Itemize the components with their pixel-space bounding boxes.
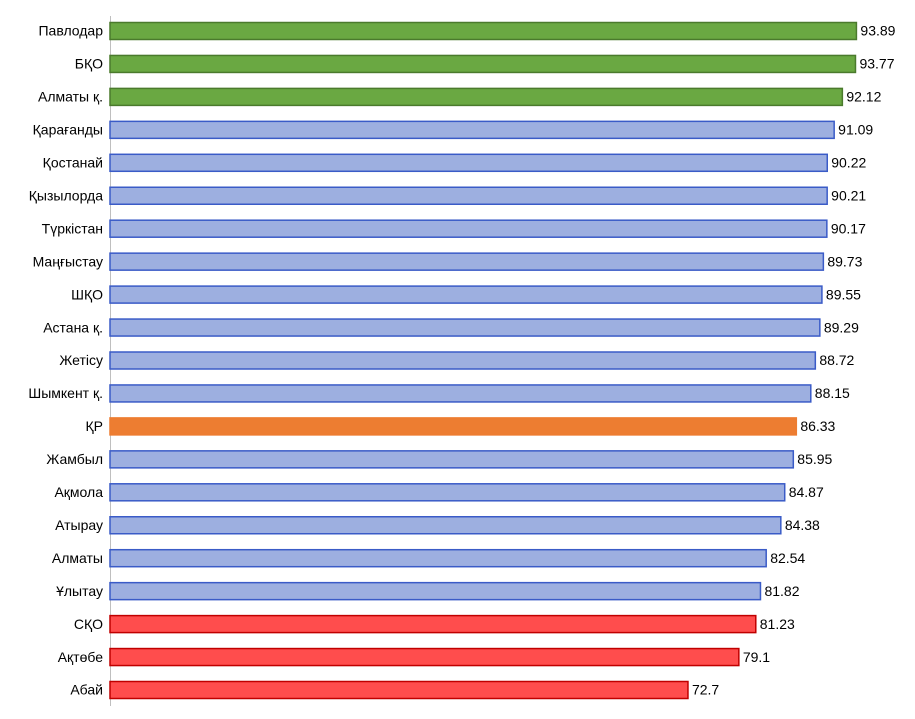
value-label: 93.77 [859, 56, 894, 72]
value-label: 88.15 [815, 385, 850, 401]
bar [109, 252, 825, 271]
value-label: 89.73 [827, 253, 862, 269]
bar [109, 21, 858, 41]
y-tick-label: ШҚО [71, 286, 103, 302]
value-label: 72.7 [692, 682, 719, 698]
bar [109, 54, 857, 74]
y-tick-label: Алматы [52, 550, 103, 566]
bar [109, 87, 844, 107]
y-tick-label: Алматы қ. [38, 89, 103, 105]
y-tick-label: Жамбыл [46, 451, 103, 467]
bar [109, 417, 798, 436]
y-tick-label: Қарағанды [33, 122, 103, 138]
bar [109, 120, 835, 140]
value-label: 88.72 [819, 352, 854, 368]
y-tick-label: Ақтөбе [58, 649, 104, 665]
bar [109, 186, 828, 205]
y-tick-label: Шымкент қ. [28, 385, 103, 401]
y-tick-label: Павлодар [38, 23, 103, 39]
value-label: 84.87 [789, 484, 824, 500]
y-tick-label: Ұлытау [56, 583, 103, 599]
value-label: 79.1 [743, 649, 770, 665]
bar [109, 318, 821, 337]
y-tick-label: БҚО [75, 56, 103, 72]
y-tick-label: Маңғыстау [33, 253, 103, 269]
value-label: 91.09 [838, 122, 873, 138]
bar [109, 351, 817, 370]
value-label: 89.29 [824, 319, 859, 335]
value-label: 81.82 [764, 583, 799, 599]
bar [109, 153, 828, 173]
y-tick-label: Абай [70, 682, 103, 698]
y-tick-label: Астана қ. [43, 319, 103, 335]
value-label: 90.17 [831, 220, 866, 236]
value-label: 86.33 [800, 418, 835, 434]
bar [109, 581, 762, 601]
value-label: 81.23 [760, 616, 795, 632]
y-tick-label: СҚО [74, 616, 103, 632]
bar [109, 516, 782, 535]
value-label: 89.55 [826, 286, 861, 302]
y-tick-label: Қызылорда [29, 187, 103, 203]
y-tick-label: Ақмола [54, 484, 103, 500]
y-tick-label: Түркістан [42, 220, 103, 236]
value-label: 82.54 [770, 550, 805, 566]
value-label: 90.22 [831, 155, 866, 171]
value-label: 92.12 [846, 89, 881, 105]
y-tick-label: Атырау [55, 517, 103, 533]
bar [109, 450, 795, 469]
value-label: 85.95 [797, 451, 832, 467]
value-label: 90.21 [831, 187, 866, 203]
bar [109, 483, 786, 502]
bar [109, 384, 812, 403]
value-label: 84.38 [785, 517, 820, 533]
y-tick-label: Қостанай [43, 155, 103, 171]
bar [109, 614, 757, 634]
bar [109, 219, 828, 238]
bar [109, 548, 767, 568]
bar [109, 680, 689, 700]
bar [109, 647, 740, 667]
value-label: 93.89 [860, 23, 895, 39]
y-tick-label: Жетісу [59, 352, 103, 368]
bar [109, 285, 823, 304]
y-tick-label: ҚР [86, 418, 104, 434]
